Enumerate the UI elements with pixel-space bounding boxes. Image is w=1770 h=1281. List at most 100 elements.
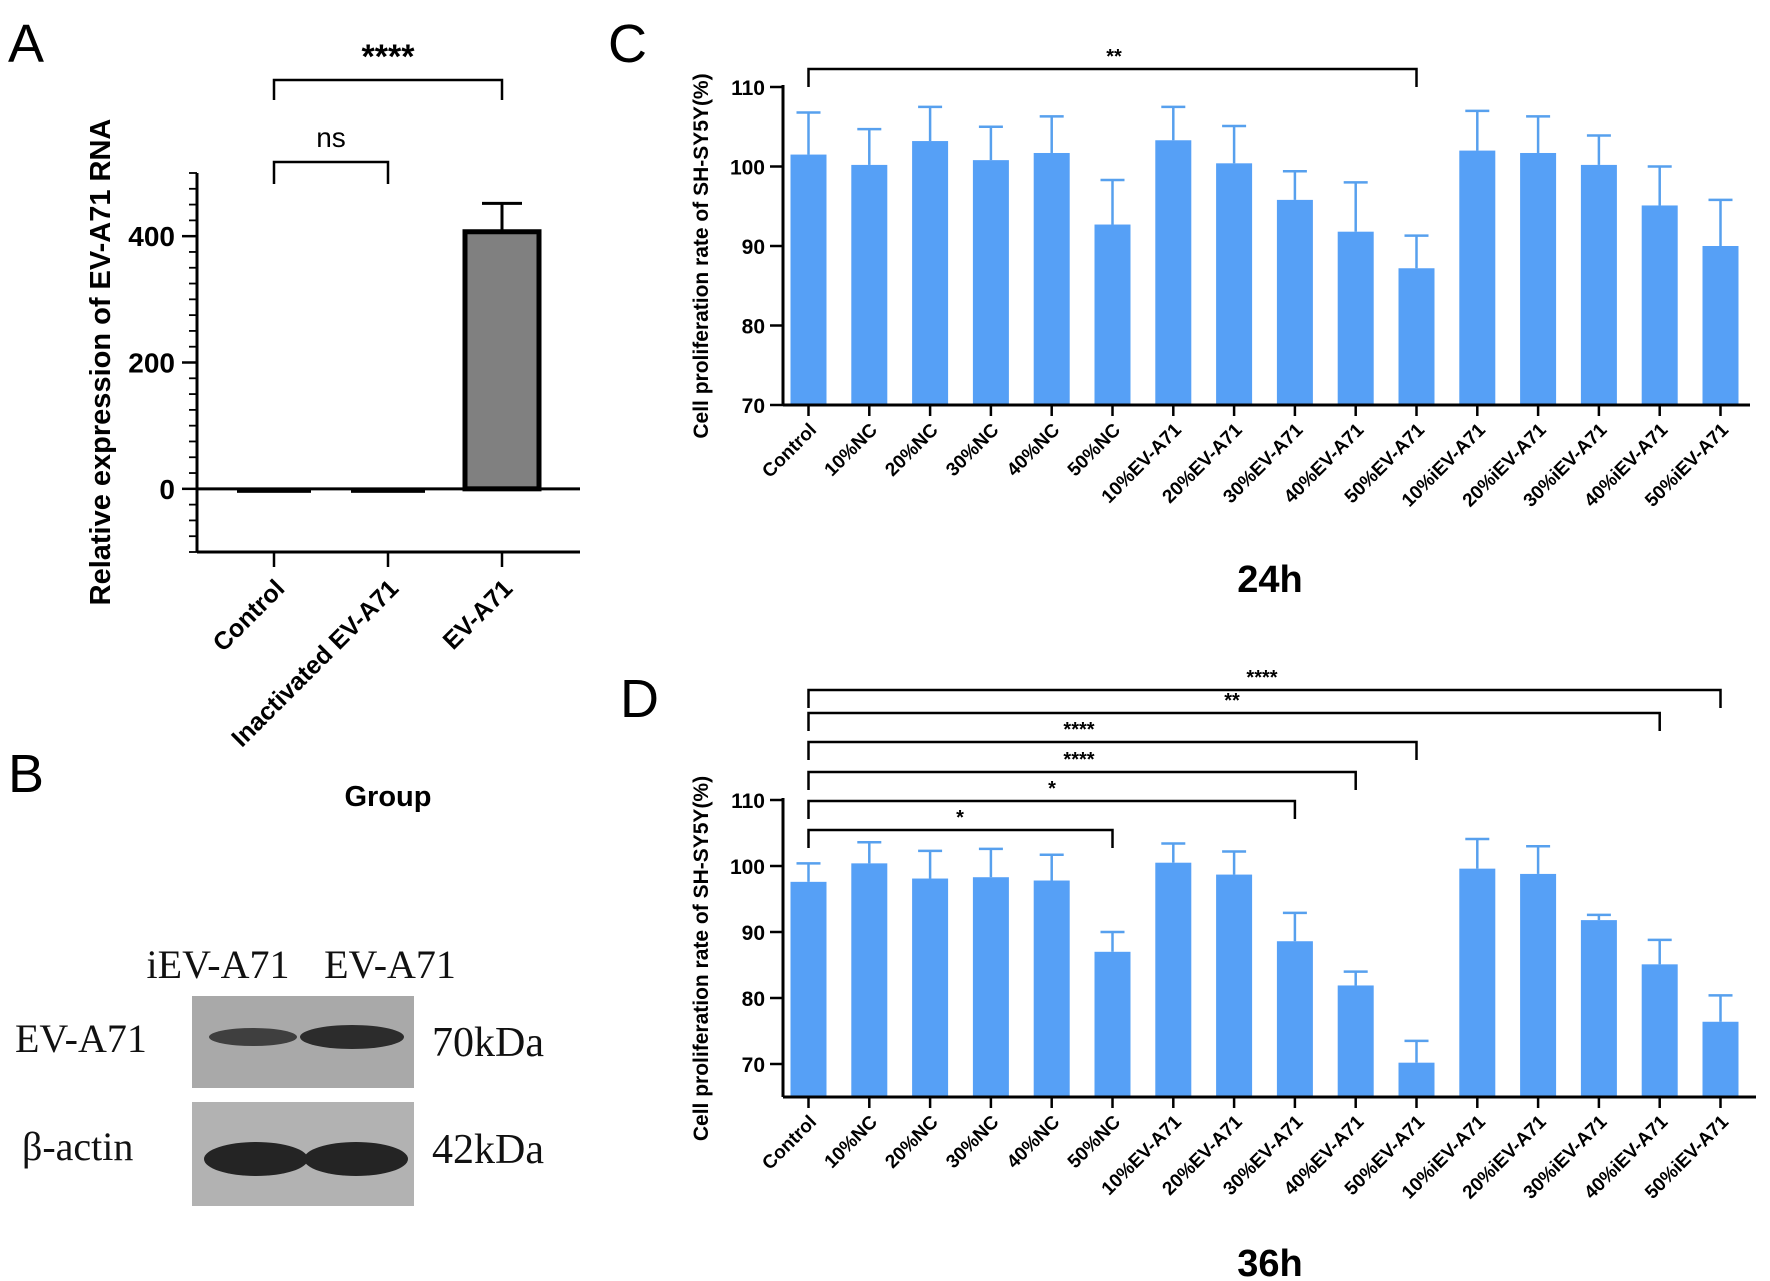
x-tick-label-d-40pct-nc: 40%NC	[1003, 1111, 1064, 1172]
x-axis-title-a: Group	[345, 781, 432, 813]
significance-bracket-d-3	[807, 740, 1418, 760]
significance-label-d-5: ****	[1246, 667, 1277, 689]
bar-d-10pct-nc	[851, 863, 888, 1097]
bar-c-10pct-ev-a71	[1155, 140, 1192, 405]
significance-label-d-0: *	[956, 807, 964, 829]
chart-title-c: 24h	[1237, 559, 1302, 601]
y-tick-label-a-400: 400	[128, 221, 175, 252]
significance-bracket-d-4	[807, 711, 1661, 731]
bar-a-control	[237, 488, 311, 493]
western-blot: iEV-A71 EV-A71 EV-A71 β-actin 70kDa 42kD…	[15, 942, 544, 1206]
significance-label-c-0: **	[1106, 46, 1122, 68]
x-tick-label-d-50pct-nc: 50%NC	[1064, 1111, 1125, 1172]
blot-protein-actin: β-actin	[22, 1124, 133, 1169]
significance-bracket-d-0	[807, 828, 1114, 848]
bar-c-30pct-iev-a71	[1580, 164, 1617, 405]
bar-d-10pct-iev-a71	[1459, 868, 1496, 1097]
panel-label-d: D	[620, 669, 659, 729]
x-tick-label-d-10pct-nc: 10%NC	[821, 1111, 882, 1172]
bar-d-20pct-nc	[912, 878, 949, 1097]
y-tick-label-d-70: 70	[742, 1054, 765, 1077]
panel-label-c: C	[608, 14, 647, 74]
bar-d-50pct-iev-a71	[1702, 1021, 1739, 1097]
bar-c-40pct-iev-a71	[1641, 205, 1678, 405]
blot-lane-label-2: EV-A71	[324, 942, 456, 987]
bar-d-50pct-nc	[1094, 951, 1131, 1097]
blot-size-42kda: 42kDa	[432, 1127, 544, 1173]
bar-a-ev-a71	[462, 229, 542, 492]
bar-c-50pct-ev-a71	[1398, 268, 1435, 405]
blot-band-actin-lane2	[304, 1142, 408, 1176]
significance-bracket-d-1	[807, 799, 1297, 819]
x-tick-label-c-20pct-nc: 20%NC	[881, 419, 942, 480]
y-tick-label-c-80: 80	[742, 316, 765, 339]
bar-c-20pct-nc	[912, 141, 949, 405]
significance-label-a-0: ns	[316, 122, 346, 153]
y-tick-label-c-110: 110	[731, 77, 765, 100]
y-axis-title-d: Cell proliferation rate of SH-SY5Y(%)	[690, 776, 713, 1141]
significance-bracket-a-1	[272, 78, 504, 100]
blot-size-70kda: 70kDa	[432, 1020, 544, 1066]
x-tick-label-d-30pct-nc: 30%NC	[942, 1111, 1003, 1172]
bar-d-20pct-iev-a71	[1520, 873, 1557, 1097]
panel-label-b: B	[8, 744, 44, 804]
x-tick-label-c-50pct-nc: 50%NC	[1064, 419, 1125, 480]
bar-c-40pct-ev-a71	[1337, 231, 1374, 405]
blot-protein-ev-a71: EV-A71	[15, 1016, 147, 1061]
significance-bracket-c-0	[807, 67, 1418, 87]
bar-d-50pct-ev-a71	[1398, 1062, 1435, 1097]
bar-c-30pct-ev-a71	[1276, 199, 1313, 405]
y-tick-label-d-80: 80	[742, 988, 765, 1011]
x-tick-label-d-control: Control	[758, 1112, 821, 1175]
y-axis-title-c: Cell proliferation rate of SH-SY5Y(%)	[690, 73, 713, 438]
x-tick-label-c-30pct-nc: 30%NC	[942, 419, 1003, 480]
y-tick-label-a-200: 200	[128, 348, 175, 379]
x-tick-label-c-40pct-nc: 40%NC	[1003, 419, 1064, 480]
y-tick-label-d-100: 100	[730, 856, 765, 879]
bar-d-30pct-nc	[972, 877, 1009, 1097]
significance-label-d-3: ****	[1063, 719, 1094, 741]
x-tick-label-a-control: Control	[208, 574, 291, 657]
bar-c-20pct-iev-a71	[1520, 152, 1557, 405]
bar-c-10pct-iev-a71	[1459, 150, 1496, 405]
blot-lane-label-1: iEV-A71	[147, 942, 290, 987]
significance-label-d-1: *	[1048, 778, 1056, 800]
bar-c-control	[790, 154, 827, 405]
bar-d-10pct-ev-a71	[1155, 862, 1192, 1097]
x-tick-label-c-10pct-nc: 10%NC	[821, 419, 882, 480]
chart-title-d: 36h	[1237, 1243, 1302, 1281]
x-tick-label-d-20pct-nc: 20%NC	[881, 1111, 942, 1172]
chart-d-proliferation-36h: 70 80 90 100 110 Control 10%NC 20%NC 30%NC 40%NC 5…	[690, 667, 1756, 1281]
y-tick-label-d-110: 110	[731, 790, 765, 813]
y-tick-label-a-0: 0	[159, 474, 175, 505]
bar-d-40pct-nc	[1033, 880, 1070, 1097]
significance-bracket-d-5	[807, 688, 1722, 708]
y-tick-label-c-100: 100	[730, 157, 765, 180]
blot-band-actin-lane1	[204, 1142, 308, 1176]
bar-c-50pct-iev-a71	[1702, 246, 1739, 405]
significance-label-d-2: ****	[1063, 749, 1094, 771]
bar-d-30pct-ev-a71	[1276, 941, 1313, 1097]
y-tick-label-c-70: 70	[742, 395, 765, 418]
significance-bracket-a-0	[272, 160, 390, 184]
bar-c-20pct-ev-a71	[1216, 163, 1253, 405]
blot-band-ev-a71-lane1	[209, 1028, 297, 1046]
chart-c-proliferation-24h: 70 80 90 100 110 Control 10%NC 20%NC 30%NC 40%NC 5…	[690, 46, 1750, 601]
x-tick-label-c-control: Control	[758, 420, 821, 483]
bar-d-20pct-ev-a71	[1216, 874, 1253, 1097]
y-axis-title-a: Relative expression of EV-A71 RNA	[85, 119, 117, 606]
bar-c-50pct-nc	[1094, 224, 1131, 405]
y-tick-label-c-90: 90	[742, 236, 765, 259]
bar-d-control	[790, 881, 827, 1097]
bar-d-40pct-iev-a71	[1641, 964, 1678, 1097]
panel-label-a: A	[8, 14, 44, 74]
bar-d-40pct-ev-a71	[1337, 985, 1374, 1097]
x-tick-label-a-ev-a71: EV-A71	[438, 574, 519, 655]
bar-d-30pct-iev-a71	[1580, 920, 1617, 1097]
blot-band-ev-a71-lane2	[300, 1025, 404, 1049]
significance-label-a-1: ****	[362, 38, 416, 76]
significance-label-d-4: **	[1224, 690, 1240, 712]
bar-c-10pct-nc	[851, 164, 888, 405]
